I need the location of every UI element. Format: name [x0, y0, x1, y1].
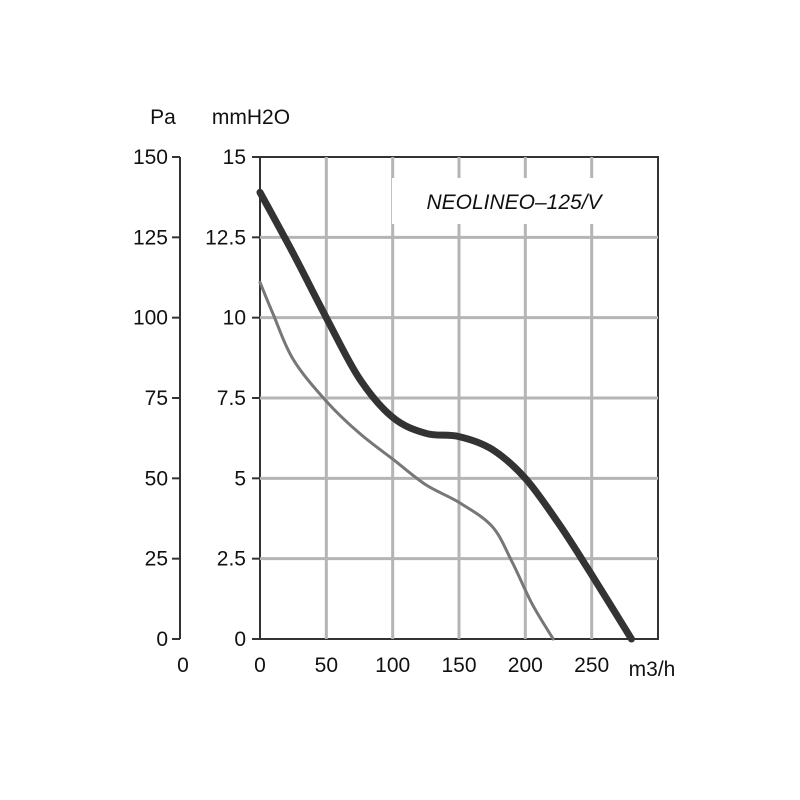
- x-tick-label: 100: [375, 654, 410, 677]
- performance-curve-thick: [256, 188, 635, 643]
- mmh2o-tick-label: 12.5: [205, 226, 246, 249]
- chart-grid: [259, 156, 659, 640]
- pa-tick-label: 75: [145, 387, 168, 410]
- chart-series: [256, 188, 635, 643]
- pa-tick-label: 125: [133, 226, 168, 249]
- tick-labels: 0 50 100 150 200 25002.557.51012.515025507510…: [133, 146, 609, 677]
- pa-tick-label: 100: [133, 307, 168, 330]
- mmh2o-tick-label: 0: [234, 628, 246, 651]
- performance-curve-thin: [258, 280, 555, 641]
- pa-tick-label: 50: [145, 467, 168, 490]
- x-tick-label: 200: [508, 654, 543, 677]
- pa-axis-origin-label: 0: [177, 654, 189, 677]
- pa-tick-label: 25: [145, 548, 168, 571]
- chart-axes: [172, 156, 260, 640]
- mmh2o-tick-label: 15: [223, 146, 246, 169]
- left-axis-unit-label: Pa: [150, 106, 176, 129]
- mmh2o-tick-label: 10: [223, 307, 246, 330]
- pa-tick-label: 0: [156, 628, 168, 651]
- mmh2o-tick-label: 7.5: [217, 387, 246, 410]
- x-tick-label: 250: [574, 654, 609, 677]
- legend-label: NEOLINEO–125/V: [426, 191, 603, 214]
- x-axis-unit-label: m3/h: [629, 658, 676, 681]
- right-axis-unit-label: mmH2O: [212, 106, 290, 129]
- x-tick-label: 50: [315, 654, 338, 677]
- mmh2o-tick-label: 5: [234, 467, 246, 490]
- legend-box: [392, 178, 636, 224]
- pa-tick-label: 150: [133, 146, 168, 169]
- x-tick-label: 150: [441, 654, 476, 677]
- x-tick-label: 0: [254, 654, 266, 677]
- mmh2o-tick-label: 2.5: [217, 548, 246, 571]
